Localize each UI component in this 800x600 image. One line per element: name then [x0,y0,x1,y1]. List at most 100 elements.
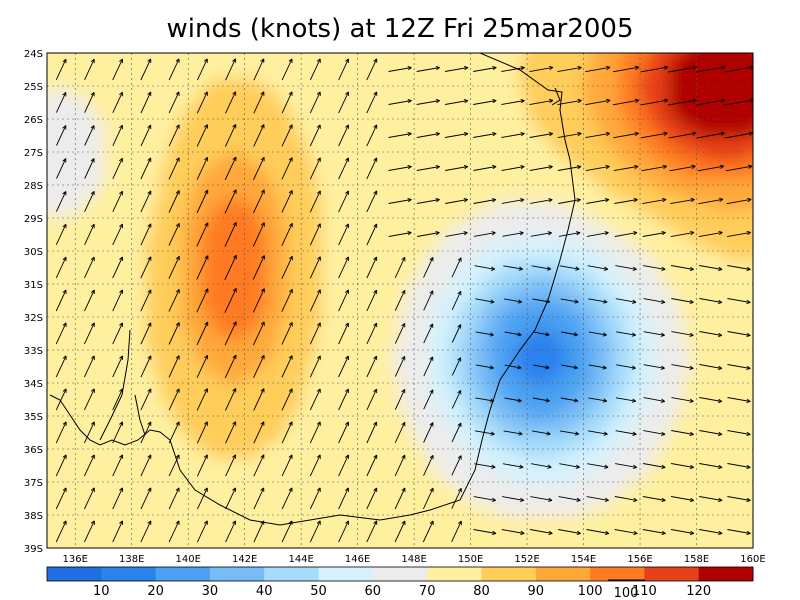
wind-arrow [501,65,525,72]
wind-arrow [309,157,321,180]
wind-arrow [338,124,349,147]
colorbar-label: 20 [147,584,164,599]
wind-arrow [533,364,550,370]
wind-arrow [168,91,180,114]
wind-arrow [585,65,611,73]
wind-arrow [586,197,610,204]
wind-arrow [224,254,237,280]
wind-arrow [168,322,180,345]
wind-arrow [451,324,462,343]
wind-arrow [586,231,609,237]
wind-arrow [416,131,440,138]
wind-arrow [252,189,265,214]
wind-arrow [196,454,208,477]
wind-arrow [501,198,525,204]
wind-arrow [112,322,124,345]
wind-arrow [83,355,95,378]
wind-arrow [338,487,349,510]
wind-arrow [529,131,554,138]
wind-arrow [338,355,349,378]
wind-arrow [225,454,237,477]
wind-arrow [309,190,321,213]
colorbar-swatch [264,567,319,581]
wind-arrow [366,355,378,378]
wind-arrow [224,124,237,147]
wind-arrow [366,91,378,114]
wind-arrow [309,223,321,246]
wind-arrow [394,487,406,510]
wind-arrow [451,390,462,409]
wind-arrow [423,356,434,377]
wind-arrow [588,364,607,370]
wind-arrow [112,520,124,543]
wind-arrow [225,421,237,444]
wind-arrow [699,364,723,371]
wind-arrow [531,430,551,436]
wind-arrow [84,190,95,212]
wind-arrow [225,520,237,543]
wind-arrow [338,520,349,543]
wind-arrow [416,98,440,105]
wind-arrow [168,157,180,180]
wind-arrow [474,430,495,436]
wind-arrow [699,430,723,437]
wind-arrow [224,156,237,181]
wind-arrow [196,91,208,114]
wind-arrow [585,164,610,172]
wind-arrow [55,58,67,80]
wind-arrow [642,529,666,536]
wind-arrow [504,331,522,337]
colorbar-label: 100 [578,584,603,599]
wind-arrow [475,298,495,304]
wind-arrow [83,421,95,444]
lon-tick-label: 140E [175,554,200,565]
wind-arrow [529,98,554,106]
wind-arrow [727,463,751,470]
wind-arrow [559,463,580,469]
wind-arrow [670,529,695,536]
wind-arrow [281,157,293,180]
wind-arrow [445,197,468,204]
wind-arrow [585,131,611,139]
wind-arrow [338,190,349,213]
wind-arrow [338,289,349,312]
wind-arrow [560,397,579,403]
wind-arrow [168,388,180,411]
wind-arrow [668,131,697,139]
wind-arrow [698,230,723,238]
wind-arrow [366,190,378,213]
wind-arrow [309,91,321,114]
wind-arrow [253,421,265,444]
wind-arrow [281,355,293,378]
wind-arrow [727,364,751,371]
wind-arrow [168,487,180,510]
wind-arrow [423,389,434,410]
wind-arrow [253,487,265,510]
wind-arrow [55,454,67,477]
wind-arrow [416,164,440,171]
colorbar-swatch [101,567,157,581]
wind-arrow [309,520,321,543]
wind-arrow [140,454,152,477]
wind-arrow [473,98,497,105]
wind-arrow [671,364,694,370]
colorbar-swatch [155,567,211,581]
wind-arrow [168,255,180,279]
wind-arrow [225,91,237,114]
wind-arrow [140,91,152,114]
lon-tick-label: 158E [684,554,709,565]
wind-arrow [422,487,434,510]
wind-arrow [253,454,265,477]
wind-arrow [281,91,293,114]
wind-arrow [83,454,95,477]
wind-arrow [112,289,124,312]
wind-arrow [388,131,412,138]
wind-arrow [140,322,152,345]
wind-arrow [473,231,496,237]
wind-arrow [388,230,412,237]
wind-arrow [670,230,695,238]
wind-arrow [112,388,124,411]
wind-arrow [699,529,723,536]
wind-arrow [416,197,440,204]
wind-arrow [560,298,579,304]
